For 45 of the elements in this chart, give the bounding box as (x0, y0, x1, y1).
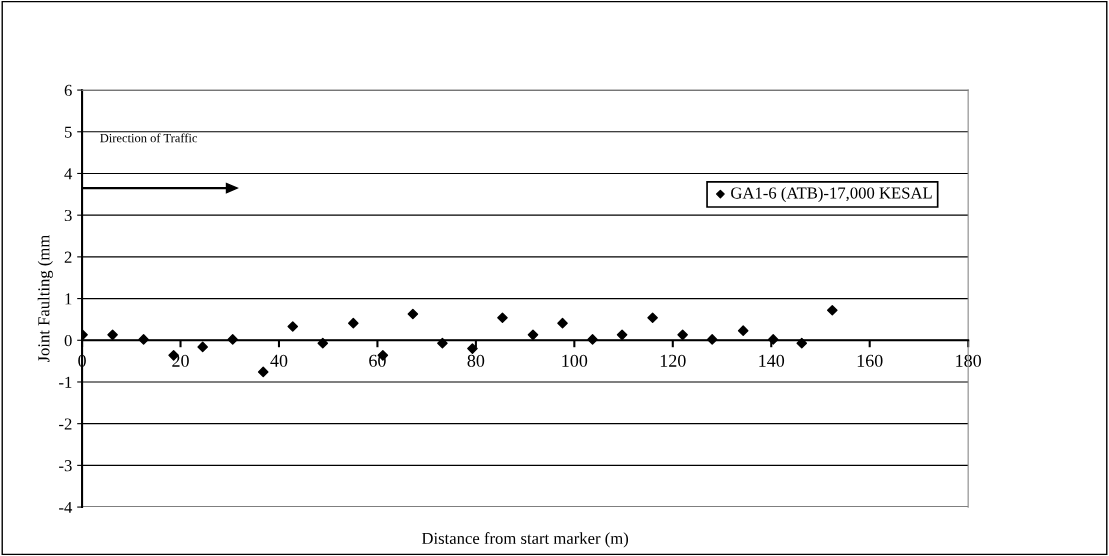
y-tick-label: 2 (64, 251, 72, 263)
point (737, 325, 749, 336)
point (107, 329, 118, 341)
point (647, 312, 658, 324)
y-tick-label: 3 (64, 209, 72, 222)
y-tick-label: -1 (59, 376, 72, 388)
point (317, 337, 329, 349)
point (527, 329, 539, 341)
y-tick-label: 5 (64, 126, 72, 138)
x-tick-label: 180 (956, 354, 982, 367)
point (257, 366, 269, 378)
y-tick-label: -4 (59, 501, 73, 513)
point (796, 337, 808, 349)
y-tick-label: 4 (64, 168, 73, 180)
point (767, 334, 779, 345)
x-tick-label: 140 (759, 354, 785, 367)
legend-label: GA1-6 (ATB)-17,000 KESAL (731, 186, 932, 203)
y-tick-label: 6 (64, 84, 72, 97)
point (138, 334, 149, 345)
x-tick-label: 120 (660, 354, 686, 367)
point (287, 321, 299, 332)
x-tick-label: 80 (467, 354, 485, 367)
y-axis-title: Joint Faulting (mm (37, 234, 53, 363)
y-tick-label: 1 (65, 293, 72, 305)
x-tick-label: 40 (270, 354, 288, 367)
point (587, 334, 598, 345)
y-tick-label: -2 (59, 418, 72, 430)
point (197, 341, 208, 353)
y-tick-label: -3 (59, 460, 72, 472)
y-tick-label: 0 (64, 334, 72, 347)
point (407, 308, 419, 320)
point (467, 343, 478, 354)
point (437, 337, 448, 349)
point (348, 317, 359, 329)
point (557, 317, 568, 329)
point (497, 312, 508, 324)
point (706, 334, 718, 345)
point (616, 329, 628, 341)
x-tick-label: 100 (562, 354, 588, 367)
annotation: Direction of Traffic (100, 133, 198, 143)
point (227, 334, 239, 345)
point (826, 304, 838, 316)
point (677, 329, 688, 341)
x-tick-label: 160 (857, 354, 883, 367)
x-axis-title: Distance from start marker (m) (421, 532, 629, 548)
